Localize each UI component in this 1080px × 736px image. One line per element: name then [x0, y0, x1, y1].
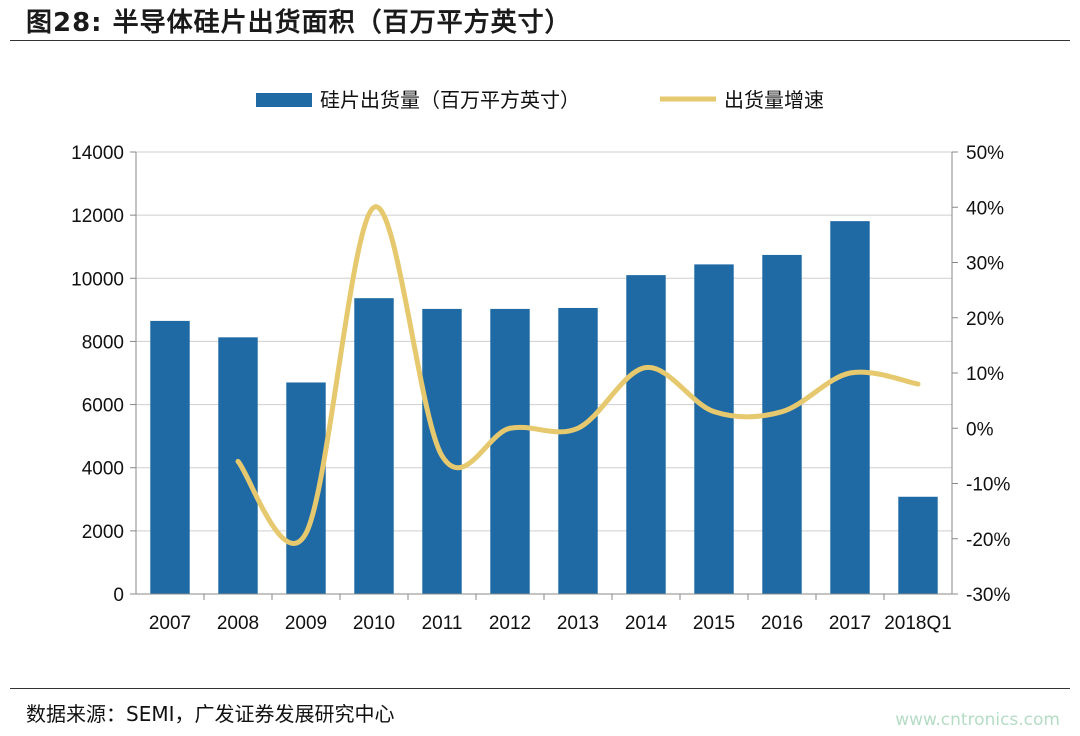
right-tick-label: 0% [966, 419, 994, 440]
left-tick-label: 12000 [71, 206, 124, 227]
axes [135, 152, 953, 595]
left-tick-label: 14000 [71, 143, 124, 164]
bar-2010 [354, 298, 394, 594]
right-tick-label: 50% [966, 143, 1004, 164]
left-tick-label: 2000 [82, 522, 124, 543]
growth-point-2018Q1 [916, 382, 920, 387]
growth-point-2009 [304, 531, 308, 536]
bar-2017 [830, 221, 870, 595]
growth-point-2017 [848, 371, 852, 375]
bar-2014 [626, 275, 666, 594]
bar-2012 [490, 308, 530, 594]
growth-point-2010 [372, 205, 376, 210]
right-tick-label: -10% [966, 475, 1010, 496]
x-tick-label: 2011 [422, 613, 463, 634]
legend: 硅片出货量（百万平方英寸） 出货量增速 [256, 88, 824, 112]
bar-2015 [694, 264, 734, 594]
right-tick-label: 20% [966, 309, 1004, 330]
right-axis-ticks: -30% -20% -10% 0% 10% 20% 30% 40% 50% [952, 143, 1010, 606]
x-tick-label: 2017 [829, 613, 871, 634]
right-tick-label: 10% [966, 364, 1004, 385]
growth-point-2016 [780, 409, 784, 414]
growth-point-2015 [712, 409, 716, 414]
legend-bar-label: 硅片出货量（百万平方英寸） [320, 88, 580, 112]
x-tick-label: 2008 [217, 613, 259, 634]
growth-line-layer [235, 204, 921, 546]
grid-lines [136, 151, 952, 532]
left-tick-label: 8000 [82, 332, 124, 353]
bar-2007 [150, 320, 190, 594]
right-tick-label: -30% [966, 585, 1010, 606]
x-tick-label: 2013 [557, 613, 599, 634]
right-tick-label: 30% [966, 254, 1004, 275]
x-tick-label: 2012 [489, 613, 531, 634]
x-tick-label: 2016 [761, 613, 803, 634]
growth-point-2014 [644, 365, 648, 370]
growth-point-2011 [440, 453, 444, 458]
x-tick-label: 2009 [285, 613, 327, 634]
right-tick-label: 40% [966, 198, 1004, 219]
right-tick-label: -20% [966, 530, 1010, 551]
watermark: www.cntronics.com [895, 710, 1060, 730]
bar-2018Q1 [898, 496, 938, 594]
bars [150, 221, 938, 595]
source-note: 数据来源：SEMI，广发证券发展研究中心 [26, 702, 395, 726]
x-tick-label: 2014 [625, 613, 668, 634]
x-tick-label: 2007 [149, 613, 191, 634]
bottom-divider [10, 688, 1070, 689]
left-axis-ticks: 0 2000 4000 6000 8000 10000 12000 14000 [71, 143, 136, 606]
x-tick-label: 2010 [353, 613, 395, 634]
left-tick-label: 0 [113, 585, 124, 606]
top-divider [10, 40, 1070, 41]
bar-2016 [762, 254, 802, 594]
x-tick-label: 2015 [693, 613, 735, 634]
left-tick-label: 10000 [71, 269, 124, 290]
bar-2013 [558, 307, 598, 594]
legend-line-label: 出货量增速 [724, 88, 824, 112]
left-tick-label: 4000 [82, 459, 124, 480]
growth-point-2008 [236, 459, 240, 464]
growth-point-2012 [508, 426, 512, 431]
left-tick-label: 6000 [82, 396, 124, 417]
legend-bar-swatch [256, 93, 312, 107]
growth-point-2013 [576, 426, 580, 431]
x-axis-ticks: 2007 2008 2009 2010 2011 2012 2013 2014 2015 2016… [149, 594, 952, 634]
x-tick-label: 2018Q1 [884, 613, 952, 634]
chart-title: 图28: 半导体硅片出货面积（百万平方英寸） [26, 8, 572, 38]
